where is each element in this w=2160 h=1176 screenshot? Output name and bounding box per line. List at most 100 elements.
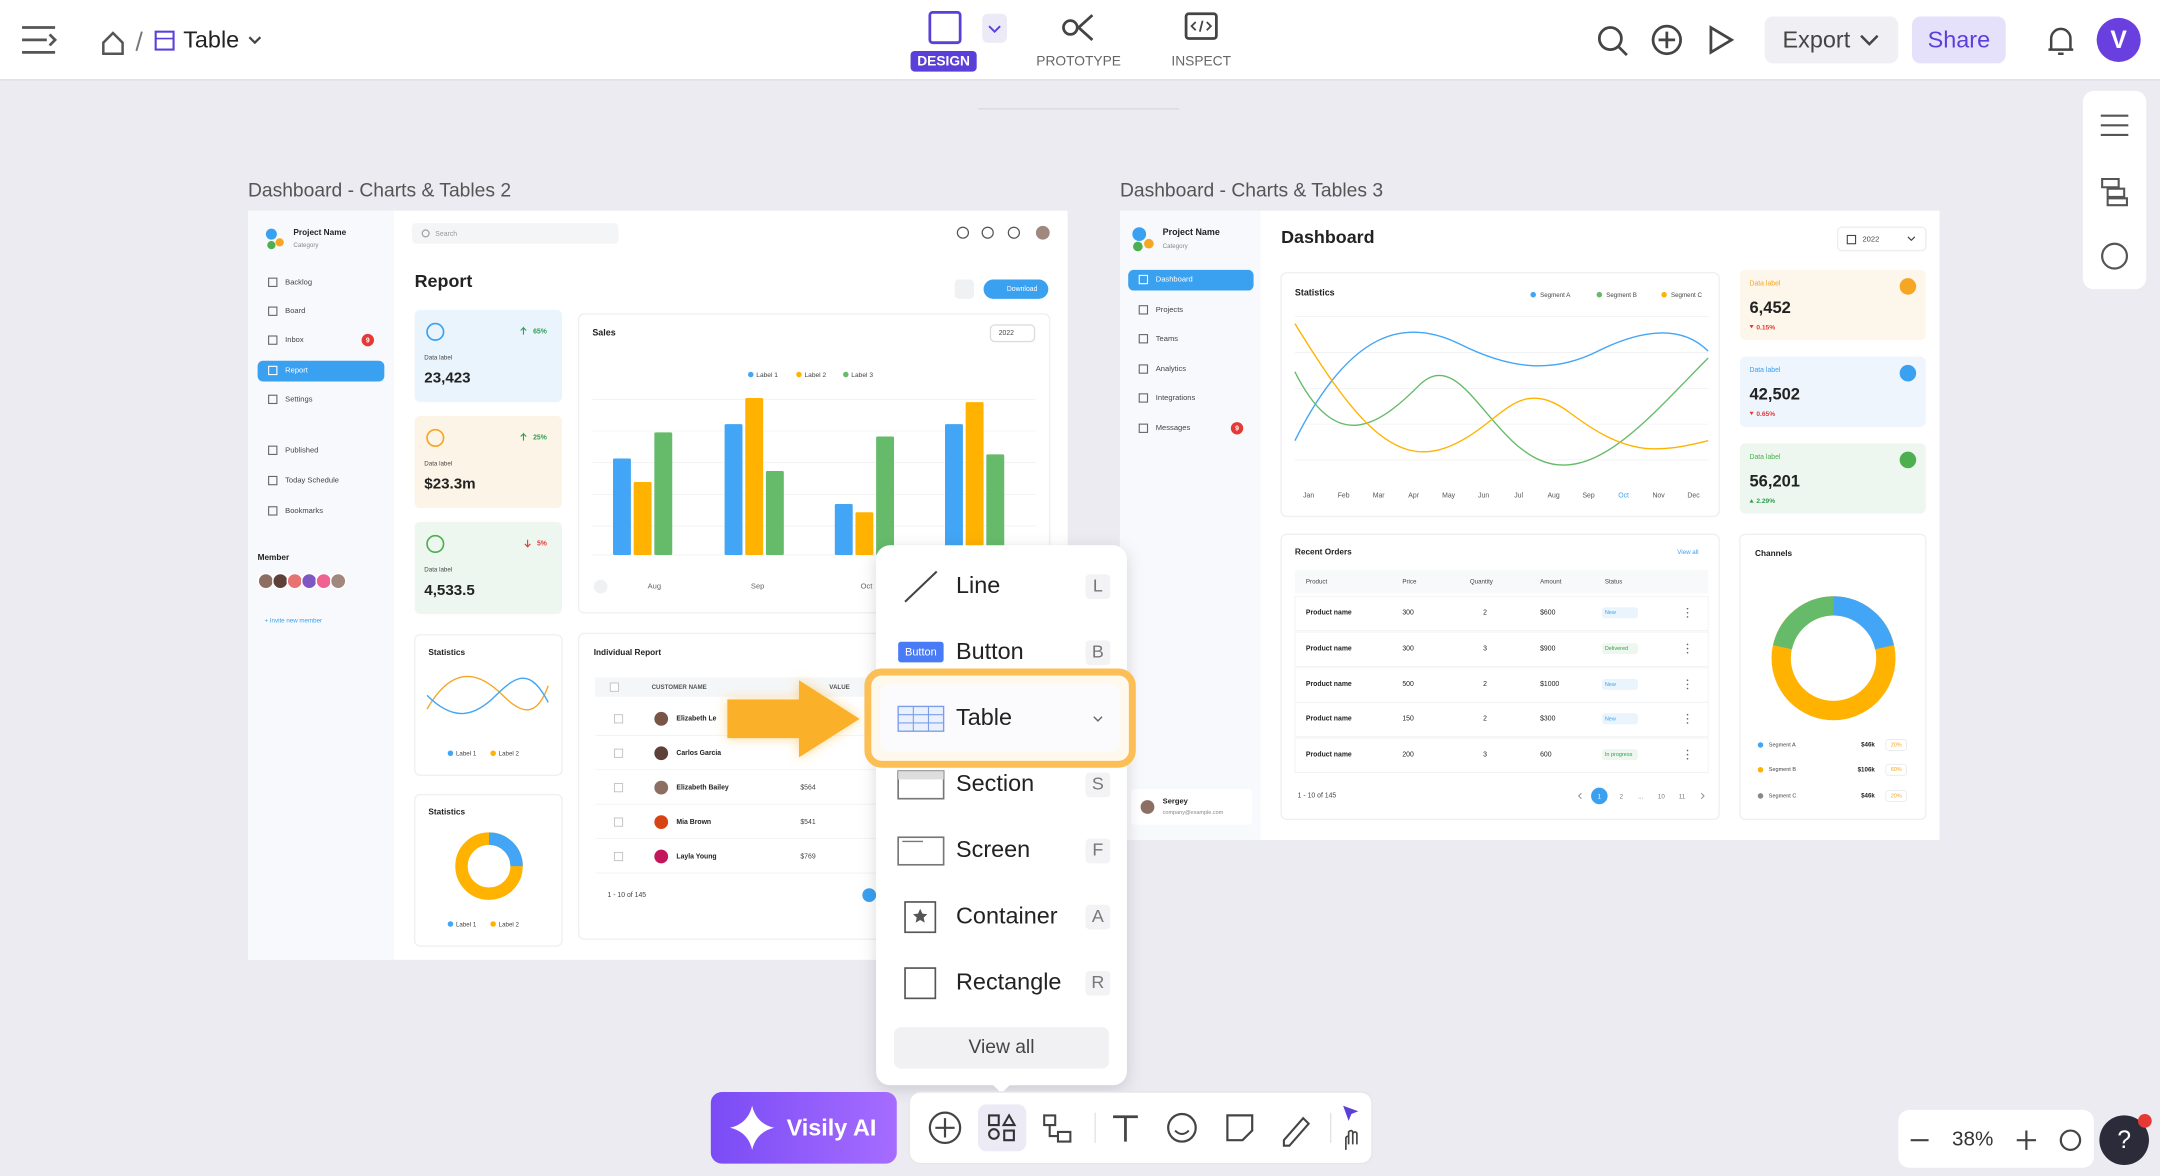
nav-item[interactable]: Published	[285, 445, 318, 454]
nav-item[interactable]: Settings	[285, 394, 313, 403]
share-button[interactable]	[1912, 16, 2006, 64]
inbox-badge-count: 9	[366, 338, 370, 345]
breadcrumb-separator	[135, 31, 143, 52]
order-status: New	[1605, 716, 1616, 722]
sales-bar	[986, 454, 1005, 555]
nav-item[interactable]: Teams	[1156, 334, 1178, 343]
menu-item[interactable]: Button	[956, 638, 1024, 664]
kpi-label: Data label	[1749, 367, 1780, 374]
avatar-letter[interactable]: V	[2110, 27, 2127, 54]
menu-item[interactable]: Line	[956, 572, 1000, 598]
add-icon-plus	[1658, 31, 1676, 49]
search-mini	[421, 229, 430, 238]
sales-bar	[633, 481, 652, 555]
shortcut-key-label: B	[1092, 641, 1104, 661]
download-label[interactable]: Download	[1007, 286, 1038, 293]
year-chevron	[1907, 236, 1916, 242]
sales-bar	[613, 458, 631, 555]
kpi-change: 0.15%	[1756, 324, 1775, 331]
design-dropdown[interactable]	[982, 13, 1007, 43]
nav-icon	[268, 335, 278, 345]
project-name: Project Name	[1163, 227, 1220, 237]
kpi-label: Data label	[1749, 280, 1780, 287]
nav-item[interactable]: Board	[285, 306, 305, 315]
logo	[1133, 241, 1143, 252]
channel-amount: $46k	[1861, 793, 1875, 800]
menu-item[interactable]: Table	[956, 704, 1012, 730]
shortcut-key-label: A	[1092, 906, 1104, 926]
help-button	[2099, 1115, 2149, 1165]
page-number[interactable]: 1	[1598, 793, 1602, 800]
sparkle	[730, 1105, 775, 1150]
page-number[interactable]: 11	[1679, 793, 1686, 800]
inspect-icon	[1184, 12, 1218, 40]
help-label[interactable]: ?	[2117, 1127, 2131, 1154]
design-icon	[928, 11, 962, 45]
nav-item[interactable]: Bookmarks	[285, 506, 323, 515]
year-select-label[interactable]: 2022	[1862, 235, 1879, 244]
view-all-label[interactable]: View all	[968, 1037, 1034, 1058]
nav-item[interactable]: Backlog	[285, 277, 312, 286]
nav-item[interactable]: Integrations	[1156, 393, 1196, 402]
nav-icon	[1138, 364, 1149, 374]
prototype-tab[interactable]: PROTOTYPE	[1036, 54, 1121, 69]
statistics-panel	[413, 793, 563, 947]
share-label[interactable]: Share	[1928, 27, 1990, 53]
stat-value: $23.3m	[424, 476, 475, 493]
table-icon	[154, 30, 175, 51]
menu-item[interactable]: Container	[956, 902, 1058, 928]
nav-item[interactable]: Projects	[1156, 305, 1184, 314]
page-number[interactable]: ...	[1638, 793, 1643, 800]
nav-item[interactable]: Inbox	[285, 335, 304, 344]
nav-item[interactable]: Dashboard	[1156, 275, 1193, 284]
menu-item[interactable]: Rectangle	[956, 968, 1061, 994]
messages-badge	[1230, 422, 1244, 435]
legend-dot	[843, 371, 849, 378]
kpi-triangle	[1749, 499, 1754, 503]
breadcrumb[interactable]: Table	[183, 27, 239, 53]
month-label: Nov	[1652, 493, 1665, 500]
stats-line	[1294, 323, 1709, 453]
design-tab-bg[interactable]	[910, 50, 977, 72]
status-pill	[1602, 643, 1638, 655]
table-chevron	[1093, 716, 1103, 722]
visily-ai-label[interactable]: Visily AI	[787, 1114, 877, 1140]
nav-item[interactable]: Messages	[1156, 423, 1191, 432]
year-select[interactable]	[1836, 226, 1927, 252]
zoom-level[interactable]: 38%	[1952, 1128, 1993, 1151]
export-button[interactable]	[1764, 16, 1899, 64]
channel-share: 20%	[1891, 742, 1902, 748]
stat-card	[414, 309, 563, 403]
page-number[interactable]: 10	[1658, 793, 1665, 800]
stat-change-arrow	[520, 432, 527, 441]
stat-change-arrow	[524, 539, 531, 549]
orders-view-all[interactable]: View all	[1677, 549, 1698, 556]
design-dropdown-chevron	[988, 25, 1001, 34]
order-status: New	[1605, 610, 1616, 616]
nav-item[interactable]: Today Schedule	[285, 476, 339, 485]
legend-dot	[1757, 767, 1764, 773]
row-menu-dot	[1686, 611, 1689, 614]
page-number[interactable]: 2	[1620, 793, 1624, 800]
nav-item[interactable]: Report	[285, 365, 309, 374]
design-tab[interactable]: DESIGN	[917, 54, 970, 69]
export-label[interactable]: Export	[1783, 27, 1851, 53]
menu-item[interactable]: Section	[956, 770, 1034, 796]
menu-item[interactable]: Screen	[956, 836, 1030, 862]
shortcut-key-label: L	[1093, 575, 1103, 595]
order-cell: 2	[1483, 610, 1487, 617]
download-button[interactable]	[983, 279, 1049, 299]
bell-icon	[2048, 27, 2074, 55]
invite-link[interactable]: + Invite new member	[264, 618, 322, 625]
row-menu-dot	[1686, 616, 1689, 618]
month-label: Jan	[1303, 493, 1314, 500]
nav-icon	[1138, 274, 1149, 285]
nav-icon	[1138, 393, 1149, 403]
inspect-tab[interactable]: INSPECT	[1171, 54, 1231, 69]
year-select[interactable]	[989, 324, 1036, 343]
nav-item[interactable]: Analytics	[1156, 364, 1186, 373]
visily-ai-button[interactable]	[710, 1092, 897, 1164]
year-select-label[interactable]: 2022	[999, 330, 1014, 337]
sales-bar	[876, 436, 895, 555]
view-all-button[interactable]	[894, 1027, 1109, 1069]
